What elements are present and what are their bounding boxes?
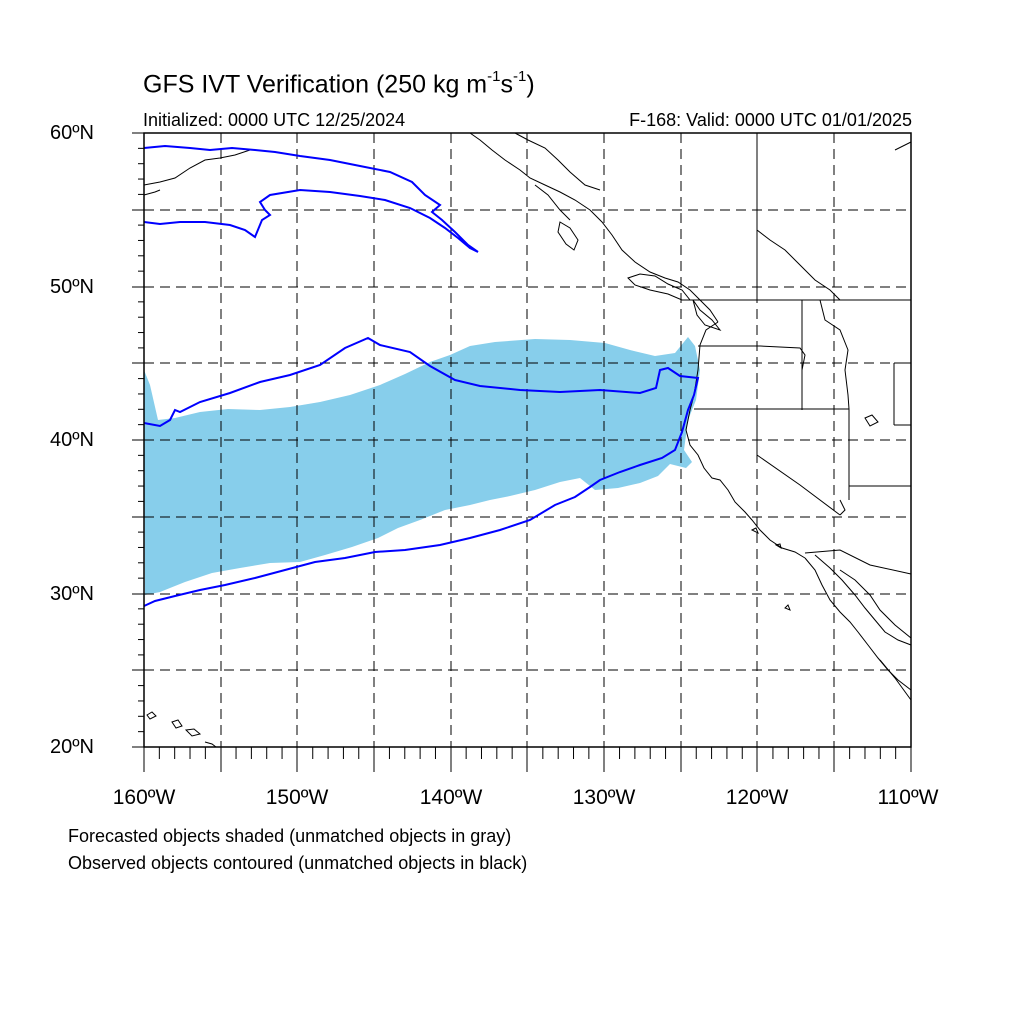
forecast-object (144, 337, 700, 595)
lon-label-150w: 150ºW (265, 786, 329, 809)
minor-ticks (138, 147, 897, 759)
lat-label-30: 30ºN (50, 583, 94, 605)
lat-label-20: 20ºN (50, 736, 94, 758)
political-borders (690, 133, 912, 575)
observed-object-north-outer (143, 144, 479, 253)
axis-ticks (132, 132, 912, 772)
lat-label-50: 50ºN (50, 276, 94, 298)
lat-label-60: 60ºN (50, 122, 94, 144)
caption-observed: Observed objects contoured (unmatched ob… (68, 853, 528, 873)
map-title: GFS IVT Verification (250 kg m-1s-1) (143, 68, 535, 99)
valid-time: F-168: Valid: 0000 UTC 01/01/2025 (629, 110, 912, 130)
lon-label-120w: 120ºW (725, 786, 789, 809)
lon-label-130w: 130ºW (572, 786, 636, 809)
observed-contours (143, 144, 700, 607)
observed-object-main (143, 336, 700, 607)
lon-label-160w: 160ºW (112, 786, 176, 809)
lon-label-110w: 110ºW (877, 786, 939, 809)
lon-label-140w: 140ºW (419, 786, 483, 809)
caption-forecast: Forecasted objects shaded (unmatched obj… (68, 826, 512, 846)
lat-label-40: 40ºN (50, 429, 94, 451)
init-time: Initialized: 0000 UTC 12/25/2024 (143, 110, 406, 130)
